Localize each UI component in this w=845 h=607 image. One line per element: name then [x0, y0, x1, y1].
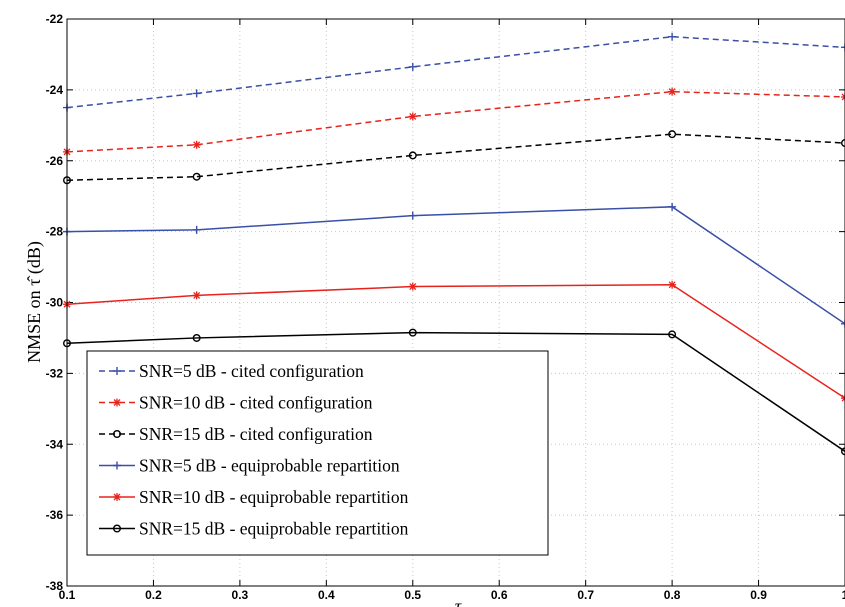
y-tick-label: -24	[46, 83, 64, 97]
star-marker	[113, 398, 121, 407]
x-tick-label: 0.6	[491, 588, 508, 602]
circle-marker	[841, 139, 845, 148]
star-marker	[408, 112, 417, 121]
star-marker	[192, 291, 201, 300]
x-tick-label: 0.5	[404, 588, 421, 602]
legend-label: SNR=5 dB - equiprobable repartition	[139, 456, 400, 476]
legend-item: SNR=10 dB - equiprobable repartition	[99, 487, 409, 507]
x-axis-label: τ	[455, 596, 462, 607]
legend-item: SNR=15 dB - cited configuration	[99, 424, 373, 444]
x-tick-label: 0.4	[318, 588, 335, 602]
series-line	[66, 331, 845, 452]
x-tick-label: 0.8	[664, 588, 681, 602]
series-line	[66, 90, 845, 153]
x-tick-label: 0.2	[145, 588, 162, 602]
series-4	[63, 202, 845, 328]
x-tick-label: 0.1	[59, 588, 76, 602]
circle-marker	[408, 151, 417, 160]
legend: SNR=5 dB - cited configuration SNR=10 dB …	[86, 350, 549, 556]
legend-label: SNR=15 dB - cited configuration	[139, 424, 373, 444]
plus-marker	[192, 89, 201, 98]
legend-label: SNR=10 dB - equiprobable repartition	[139, 487, 409, 507]
x-tick-label: 0.9	[750, 588, 767, 602]
circle-marker	[668, 330, 677, 339]
star-marker	[113, 493, 121, 501]
plus-marker	[408, 211, 417, 220]
series-line	[66, 133, 845, 181]
circle-marker	[841, 447, 845, 456]
y-tick-label: -28	[46, 225, 64, 239]
plus-marker	[668, 32, 677, 41]
legend-label: SNR=10 dB - cited configuration	[139, 393, 373, 413]
circle-marker	[112, 524, 121, 533]
x-tick-label: 0.7	[577, 588, 594, 602]
legend-box	[86, 350, 549, 556]
plus-marker	[841, 43, 845, 52]
star-marker	[668, 280, 677, 289]
series-layer	[63, 32, 845, 456]
circle-marker	[668, 130, 677, 139]
circle-marker	[112, 430, 121, 439]
y-tick-label: -36	[46, 508, 64, 522]
y-tick-label: -30	[46, 296, 64, 310]
plus-marker	[113, 367, 121, 375]
plus-marker	[668, 202, 677, 211]
tick-labels: 0.1 0.2 0.3 0.4 0.5 0.6 0.7 0.8 0.9 1 -22 -24 -26 -28…	[46, 12, 845, 602]
legend-item: SNR=15 dB - equiprobable repartition	[99, 519, 409, 539]
plus-marker	[113, 461, 121, 470]
legend-label: SNR=15 dB - equiprobable repartition	[139, 519, 409, 539]
circle-marker	[408, 328, 417, 337]
y-tick-label: -38	[46, 579, 64, 593]
legend-item: SNR=5 dB - cited configuration	[99, 361, 364, 381]
star-marker	[408, 282, 417, 291]
plus-marker	[841, 319, 845, 328]
circle-marker	[192, 333, 201, 342]
y-tick-label: -32	[46, 366, 64, 380]
y-axis-label: NMSE on τ̂ (dB)	[24, 241, 45, 363]
y-tick-label: -34	[46, 437, 64, 451]
x-tick-label: 0.3	[232, 588, 249, 602]
legend-item: SNR=5 dB - equiprobable repartition	[99, 456, 400, 476]
circle-marker	[192, 172, 201, 181]
plus-marker	[192, 225, 201, 234]
star-marker	[668, 87, 677, 96]
y-tick-label: -26	[46, 154, 64, 168]
legend-item: SNR=10 dB - cited configuration	[99, 393, 373, 413]
legend-label: SNR=5 dB - cited configuration	[139, 361, 364, 381]
x-tick-label: 1	[842, 588, 845, 602]
y-tick-label: -22	[46, 12, 64, 26]
plus-marker	[408, 62, 417, 71]
plot-frame	[66, 18, 845, 587]
star-marker	[192, 140, 201, 149]
